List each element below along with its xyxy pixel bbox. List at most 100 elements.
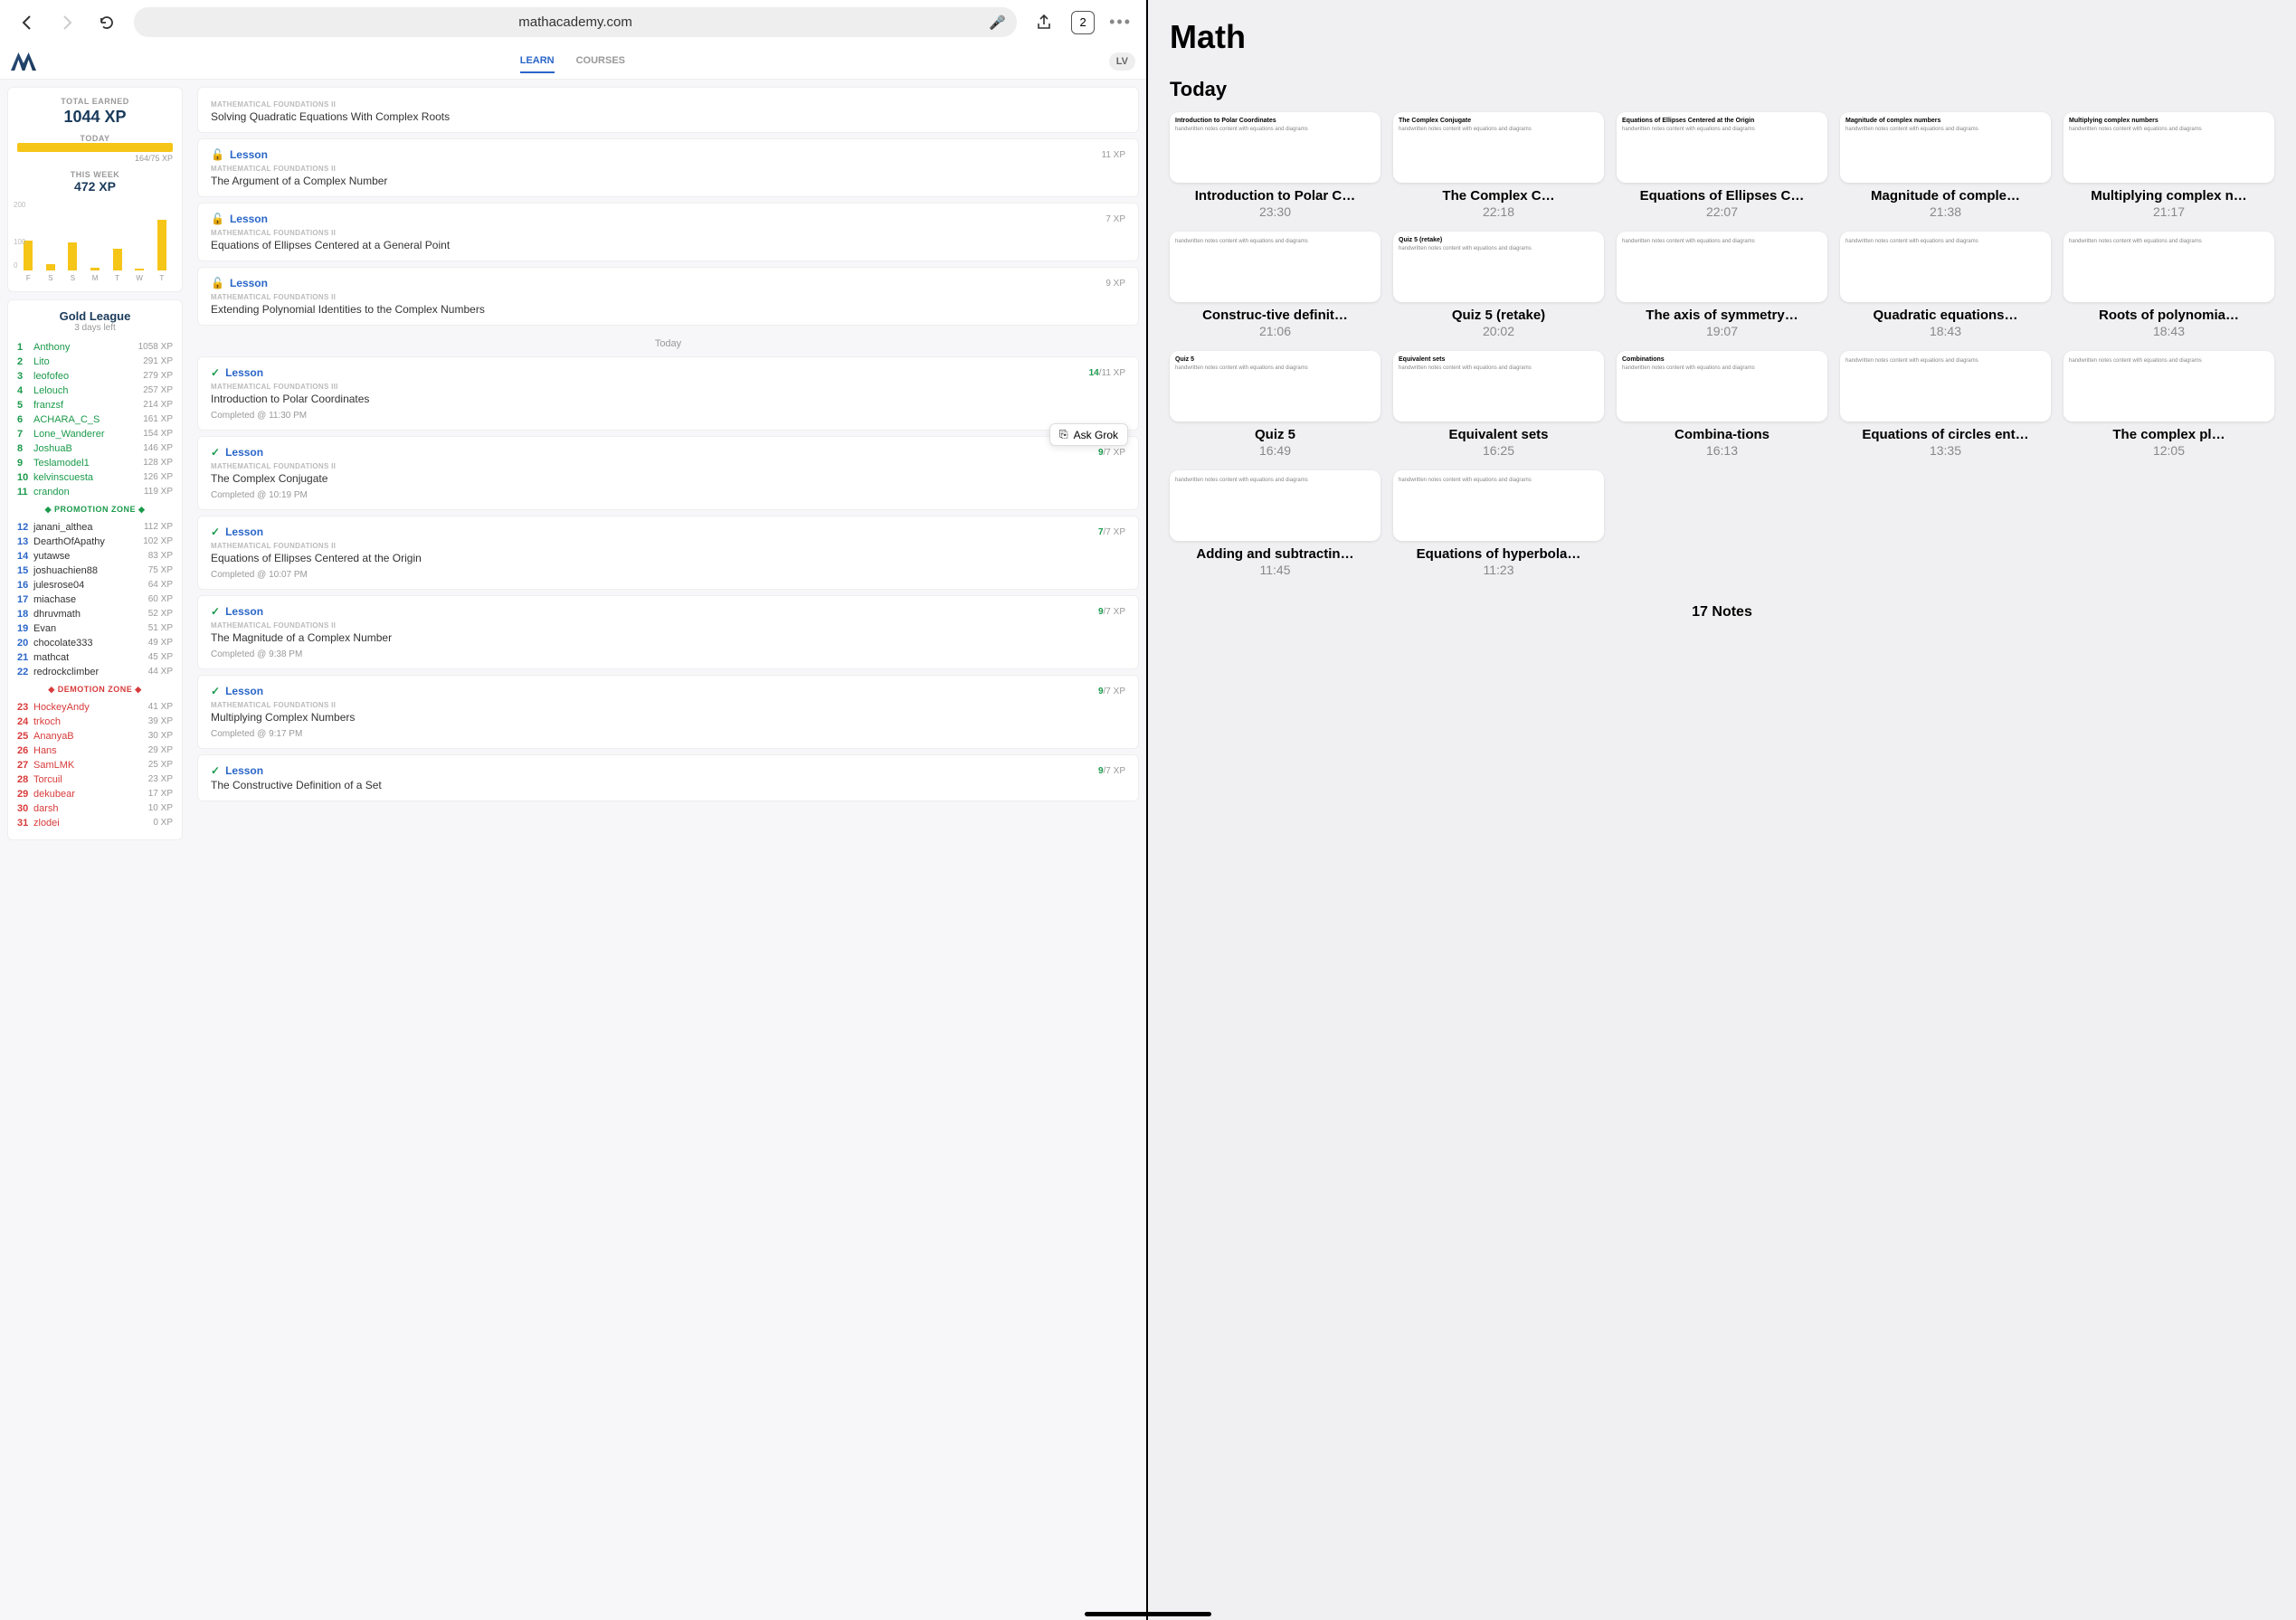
league-card: Gold League 3 days left 1Anthony1058 XP2… bbox=[7, 299, 183, 840]
leaderboard-row[interactable]: 10kelvinscuesta126 XP bbox=[17, 470, 173, 485]
leaderboard-row[interactable]: 29dekubear17 XP bbox=[17, 787, 173, 801]
note-title: Roots of polynomia… bbox=[2064, 308, 2274, 324]
leaderboard-row[interactable]: 27SamLMK25 XP bbox=[17, 758, 173, 772]
leaderboard-row[interactable]: 16julesrose0464 XP bbox=[17, 578, 173, 592]
lesson-card-done[interactable]: ✓ Lesson9/7 XPThe Constructive Definitio… bbox=[197, 754, 1139, 801]
mic-icon[interactable]: 🎤 bbox=[989, 14, 1006, 31]
check-icon: ✓ bbox=[211, 685, 220, 697]
lesson-card[interactable]: 🔓 Lesson9 XPMATHEMATICAL FOUNDATIONS IIE… bbox=[197, 267, 1139, 326]
note-time: 18:43 bbox=[2064, 324, 2274, 338]
lesson-card[interactable]: 🔓 Lesson11 XPMATHEMATICAL FOUNDATIONS II… bbox=[197, 138, 1139, 197]
leaderboard-row[interactable]: 19Evan51 XP bbox=[17, 621, 173, 636]
total-xp: 1044 XP bbox=[17, 108, 173, 127]
note-card[interactable]: Equations of Ellipses Centered at the Or… bbox=[1617, 112, 1827, 219]
lesson-card-done[interactable]: ✓ Lesson9/7 XPMATHEMATICAL FOUNDATIONS I… bbox=[197, 675, 1139, 749]
leaderboard-row[interactable]: 2Lito291 XP bbox=[17, 355, 173, 369]
leaderboard-row[interactable]: 21mathcat45 XP bbox=[17, 650, 173, 665]
leaderboard-row[interactable]: 15joshuachien8875 XP bbox=[17, 564, 173, 578]
leaderboard-row[interactable]: 3leofofeo279 XP bbox=[17, 369, 173, 384]
leaderboard-row[interactable]: 22redrockclimber44 XP bbox=[17, 665, 173, 679]
check-icon: ✓ bbox=[211, 446, 220, 459]
leaderboard-row[interactable]: 24trkoch39 XP bbox=[17, 715, 173, 729]
note-thumbnail: handwritten notes content with equations… bbox=[1393, 470, 1604, 541]
lesson-card-done[interactable]: ✓ Lesson9/7 XPMATHEMATICAL FOUNDATIONS I… bbox=[197, 595, 1139, 669]
leaderboard-row[interactable]: 30darsh10 XP bbox=[17, 801, 173, 816]
week-chart: 200 100 0 FSSMTWT bbox=[17, 201, 173, 282]
note-card[interactable]: handwritten notes content with equations… bbox=[1170, 470, 1380, 577]
more-button[interactable]: ••• bbox=[1109, 13, 1132, 32]
note-card[interactable]: Introduction to Polar Coordinateshandwri… bbox=[1170, 112, 1380, 219]
note-card[interactable]: Quiz 5 (retake)handwritten notes content… bbox=[1393, 232, 1604, 338]
lesson-card-done[interactable]: ✓ Lesson9/7 XPMATHEMATICAL FOUNDATIONS I… bbox=[197, 436, 1139, 510]
note-time: 18:43 bbox=[1840, 324, 2051, 338]
note-card[interactable]: Equivalent setshandwritten notes content… bbox=[1393, 351, 1604, 458]
user-badge[interactable]: LV bbox=[1109, 52, 1135, 71]
leaderboard-row[interactable]: 11crandon119 XP bbox=[17, 485, 173, 499]
leaderboard-row[interactable]: 17miachase60 XP bbox=[17, 592, 173, 607]
note-card[interactable]: handwritten notes content with equations… bbox=[1170, 232, 1380, 338]
leaderboard-row[interactable]: 25AnanyaB30 XP bbox=[17, 729, 173, 744]
grok-icon: ⎘ bbox=[1059, 428, 1068, 441]
note-time: 21:17 bbox=[2064, 204, 2274, 219]
leaderboard-row[interactable]: 28Torcuil23 XP bbox=[17, 772, 173, 787]
note-card[interactable]: The Complex Conjugatehandwritten notes c… bbox=[1393, 112, 1604, 219]
note-card[interactable]: handwritten notes content with equations… bbox=[2064, 232, 2274, 338]
ask-grok-button[interactable]: ⎘ Ask Grok bbox=[1049, 423, 1128, 446]
leaderboard-row[interactable]: 1Anthony1058 XP bbox=[17, 340, 173, 355]
note-card[interactable]: handwritten notes content with equations… bbox=[2064, 351, 2274, 458]
tabs-button[interactable]: 2 bbox=[1071, 11, 1095, 34]
note-card[interactable]: Combinationshandwritten notes content wi… bbox=[1617, 351, 1827, 458]
address-bar[interactable]: mathacademy.com 🎤 bbox=[134, 7, 1017, 37]
forward-button[interactable] bbox=[54, 10, 80, 35]
leaderboard-row[interactable]: 4Lelouch257 XP bbox=[17, 384, 173, 398]
leaderboard-row[interactable]: 14yutawse83 XP bbox=[17, 549, 173, 564]
note-card[interactable]: handwritten notes content with equations… bbox=[1393, 470, 1604, 577]
notes-grid: Introduction to Polar Coordinateshandwri… bbox=[1170, 112, 2274, 577]
notes-section-label: Today bbox=[1170, 78, 2274, 101]
check-icon: ✓ bbox=[211, 605, 220, 618]
leaderboard-row[interactable]: 26Hans29 XP bbox=[17, 744, 173, 758]
note-card[interactable]: handwritten notes content with equations… bbox=[1840, 351, 2051, 458]
note-card[interactable]: handwritten notes content with equations… bbox=[1617, 232, 1827, 338]
lesson-card-done[interactable]: ✓ Lesson14/11 XPMATHEMATICAL FOUNDATIONS… bbox=[197, 356, 1139, 431]
leaderboard-row[interactable]: 5franzsf214 XP bbox=[17, 398, 173, 412]
leaderboard-row[interactable]: 8JoshuaB146 XP bbox=[17, 441, 173, 456]
back-button[interactable] bbox=[14, 10, 40, 35]
notes-pane: Math Today Introduction to Polar Coordin… bbox=[1148, 0, 2296, 1620]
tab-learn[interactable]: LEARN bbox=[520, 50, 555, 73]
note-thumbnail: handwritten notes content with equations… bbox=[1170, 470, 1380, 541]
leaderboard-row[interactable]: 12janani_althea112 XP bbox=[17, 520, 173, 535]
lesson-card[interactable]: 🔓 Lesson7 XPMATHEMATICAL FOUNDATIONS IIE… bbox=[197, 203, 1139, 261]
leaderboard-row[interactable]: 6ACHARA_C_S161 XP bbox=[17, 412, 173, 427]
today-progress-text: 164/75 XP bbox=[17, 154, 173, 163]
note-title: Equations of circles ent… bbox=[1840, 427, 2051, 443]
leaderboard-row[interactable]: 20chocolate33349 XP bbox=[17, 636, 173, 650]
note-card[interactable]: Magnitude of complex numbershandwritten … bbox=[1840, 112, 2051, 219]
note-title: Equivalent sets bbox=[1393, 427, 1604, 443]
reload-button[interactable] bbox=[94, 10, 119, 35]
note-time: 11:23 bbox=[1393, 563, 1604, 577]
leaderboard-row[interactable]: 13DearthOfApathy102 XP bbox=[17, 535, 173, 549]
leaderboard-row[interactable]: 7Lone_Wanderer154 XP bbox=[17, 427, 173, 441]
note-title: The Complex C… bbox=[1393, 188, 1604, 204]
lesson-card-done[interactable]: ✓ Lesson7/7 XPMATHEMATICAL FOUNDATIONS I… bbox=[197, 516, 1139, 590]
tab-courses[interactable]: COURSES bbox=[576, 50, 625, 73]
logo-icon[interactable] bbox=[11, 52, 36, 71]
note-thumbnail: Equivalent setshandwritten notes content… bbox=[1393, 351, 1604, 422]
home-indicator[interactable] bbox=[1085, 1612, 1211, 1616]
share-button[interactable] bbox=[1031, 10, 1057, 35]
league-name: Gold League bbox=[17, 309, 173, 323]
lesson-card[interactable]: MATHEMATICAL FOUNDATIONS IISolving Quadr… bbox=[197, 87, 1139, 133]
note-thumbnail: Combinationshandwritten notes content wi… bbox=[1617, 351, 1827, 422]
note-card[interactable]: Quiz 5handwritten notes content with equ… bbox=[1170, 351, 1380, 458]
leaderboard-row[interactable]: 23HockeyAndy41 XP bbox=[17, 700, 173, 715]
leaderboard-row[interactable]: 18dhruvmath52 XP bbox=[17, 607, 173, 621]
note-thumbnail: handwritten notes content with equations… bbox=[2064, 351, 2274, 422]
today-section: Today bbox=[197, 331, 1139, 356]
leaderboard-row[interactable]: 31zlodei0 XP bbox=[17, 816, 173, 830]
note-card[interactable]: handwritten notes content with equations… bbox=[1840, 232, 2051, 338]
note-card[interactable]: Multiplying complex numbershandwritten n… bbox=[2064, 112, 2274, 219]
leaderboard-row[interactable]: 9Teslamodel1128 XP bbox=[17, 456, 173, 470]
note-time: 20:02 bbox=[1393, 324, 1604, 338]
note-time: 12:05 bbox=[2064, 443, 2274, 458]
